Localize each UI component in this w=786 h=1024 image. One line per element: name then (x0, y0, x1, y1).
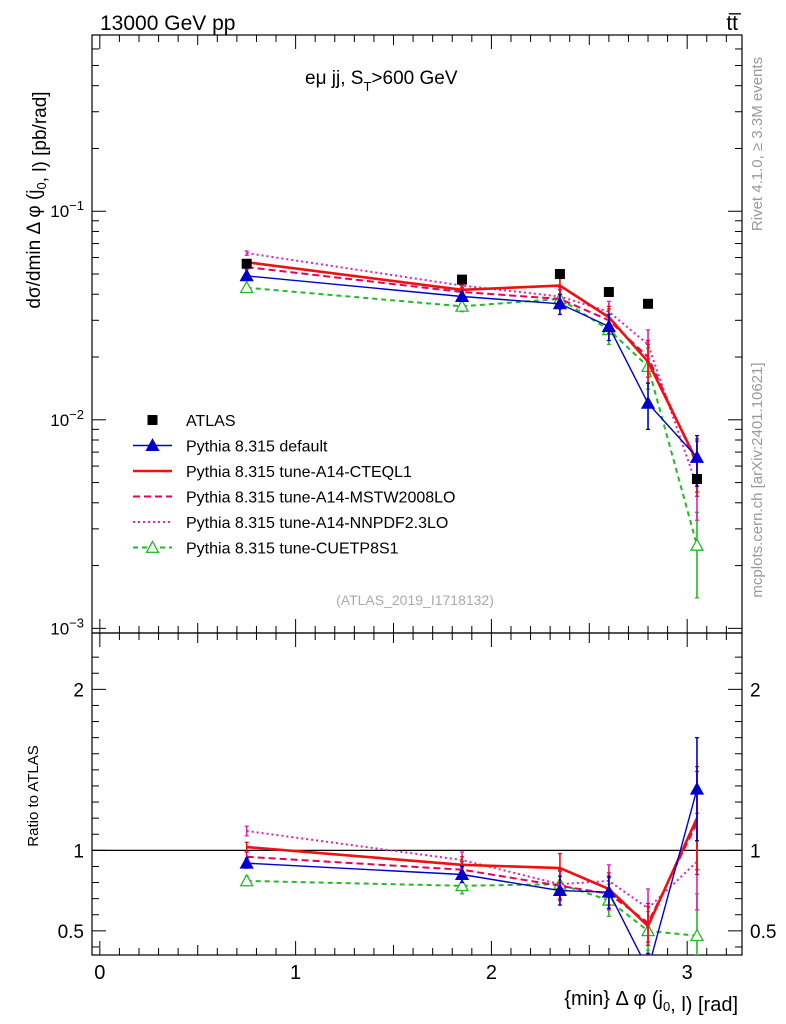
marker-triangle (552, 883, 568, 897)
atlas-data-point (691, 474, 702, 485)
atlas-data-point (241, 258, 252, 269)
ratio-series-clipped (239, 737, 705, 955)
legend-label: Pythia 8.315 tune-CUETP8S1 (186, 541, 399, 558)
marker-triangle (601, 884, 616, 898)
ratio-y-tick-label-left: 0.5 (58, 922, 84, 943)
atlas-data-point (457, 274, 468, 285)
ratio-y-tick-label-left: 1 (73, 841, 84, 862)
legend-label: Pythia 8.315 tune-A14-CTEQL1 (186, 464, 412, 481)
ratio-y-label: Ratio to ATLAS (25, 745, 42, 846)
header-right: tt̅ (726, 12, 742, 35)
main-title: eμ jj, ST>600 GeV (305, 68, 458, 94)
analysis-label: (ATLAS_2019_I1718132) (336, 592, 494, 608)
marker-triangle (239, 873, 254, 887)
rivet-label: Rivet 4.1.0, ≥ 3.3M events (749, 57, 766, 231)
marker-triangle (689, 538, 705, 551)
ratio-y-tick-label-right: 1 (750, 841, 761, 862)
series-line-triangle (246, 789, 698, 955)
atlas-data-point (554, 269, 565, 280)
marker-triangle (239, 855, 254, 869)
ratio-y-tick-label-right: 2 (750, 680, 761, 701)
marker-triangle (689, 781, 705, 795)
marker-triangle (689, 450, 705, 463)
main-ticks: 10−1 10−2 10−3 (50, 35, 742, 638)
ratio-y-tick-label-right: 0.5 (750, 922, 776, 943)
y-tick-label: 10−1 (50, 198, 84, 221)
marker-triangle (552, 296, 568, 310)
x-tick-label: 0 (94, 962, 105, 984)
series-line-dotted (246, 252, 698, 487)
legend-label: Pythia 8.315 default (186, 439, 328, 456)
atlas-data-point (643, 298, 654, 309)
header-left: 13000 GeV pp (100, 12, 235, 35)
series-line-open-triangle (246, 286, 698, 546)
marker-triangle (454, 298, 470, 312)
mcplots-label: mcplots.cern.ch [arXiv:2401.10621] (749, 362, 766, 597)
series-line-solid (246, 817, 699, 929)
ratio-ticks: 0.5 0.5 1 1 2 2 0 1 2 3 (58, 633, 776, 984)
atlas-data-point (603, 287, 614, 298)
marker-triangle (454, 878, 470, 892)
series-line-dashed (246, 266, 698, 466)
marker-triangle (239, 268, 254, 282)
marker-triangle (601, 319, 616, 332)
legend-label: ATLAS (186, 413, 236, 430)
x-tick-label: 3 (682, 962, 693, 984)
main-series-clipped (239, 250, 705, 599)
marker-triangle (689, 928, 705, 942)
marker-triangle (640, 395, 656, 409)
series-line-triangle (246, 275, 698, 458)
x-tick-label: 1 (290, 962, 301, 984)
legend-label: Pythia 8.315 tune-A14-NNPDF2.3LO (186, 515, 448, 532)
main-panel: 10−1 10−2 10−3 eμ jj, ST>600 GeV (ATLAS_20… (24, 34, 743, 638)
series-line-solid (246, 260, 699, 463)
y-tick-label: 10−3 (50, 615, 84, 638)
y-tick-label: 10−2 (50, 407, 84, 430)
marker-triangle (145, 540, 160, 553)
series-line-dotted (246, 830, 698, 910)
x-axis-label: {min} Δ φ (j0, l) [rad] (564, 988, 738, 1016)
x-tick-label: 2 (486, 962, 497, 984)
legend: ATLAS Pythia 8.315 default Pythia 8.315 tu… (133, 413, 455, 558)
ratio-frame (91, 632, 743, 956)
marker-triangle (145, 438, 160, 451)
legend-marker-data (147, 415, 158, 425)
ratio-series (239, 737, 705, 955)
main-y-label: dσ/dmin Δ φ (j0, l) [pb/rad] (24, 91, 51, 308)
ratio-y-tick-label-left: 2 (73, 680, 84, 701)
main-series (239, 250, 705, 599)
marker-triangle (454, 289, 470, 302)
legend-label: Pythia 8.315 tune-A14-MSTW2008LO (186, 490, 455, 507)
marker-triangle (239, 280, 254, 294)
ratio-panel: 0.5 0.5 1 1 2 2 0 1 2 3 Ratio to ATLAS {min} Δ φ … (25, 632, 776, 1016)
marker-triangle (454, 867, 470, 880)
